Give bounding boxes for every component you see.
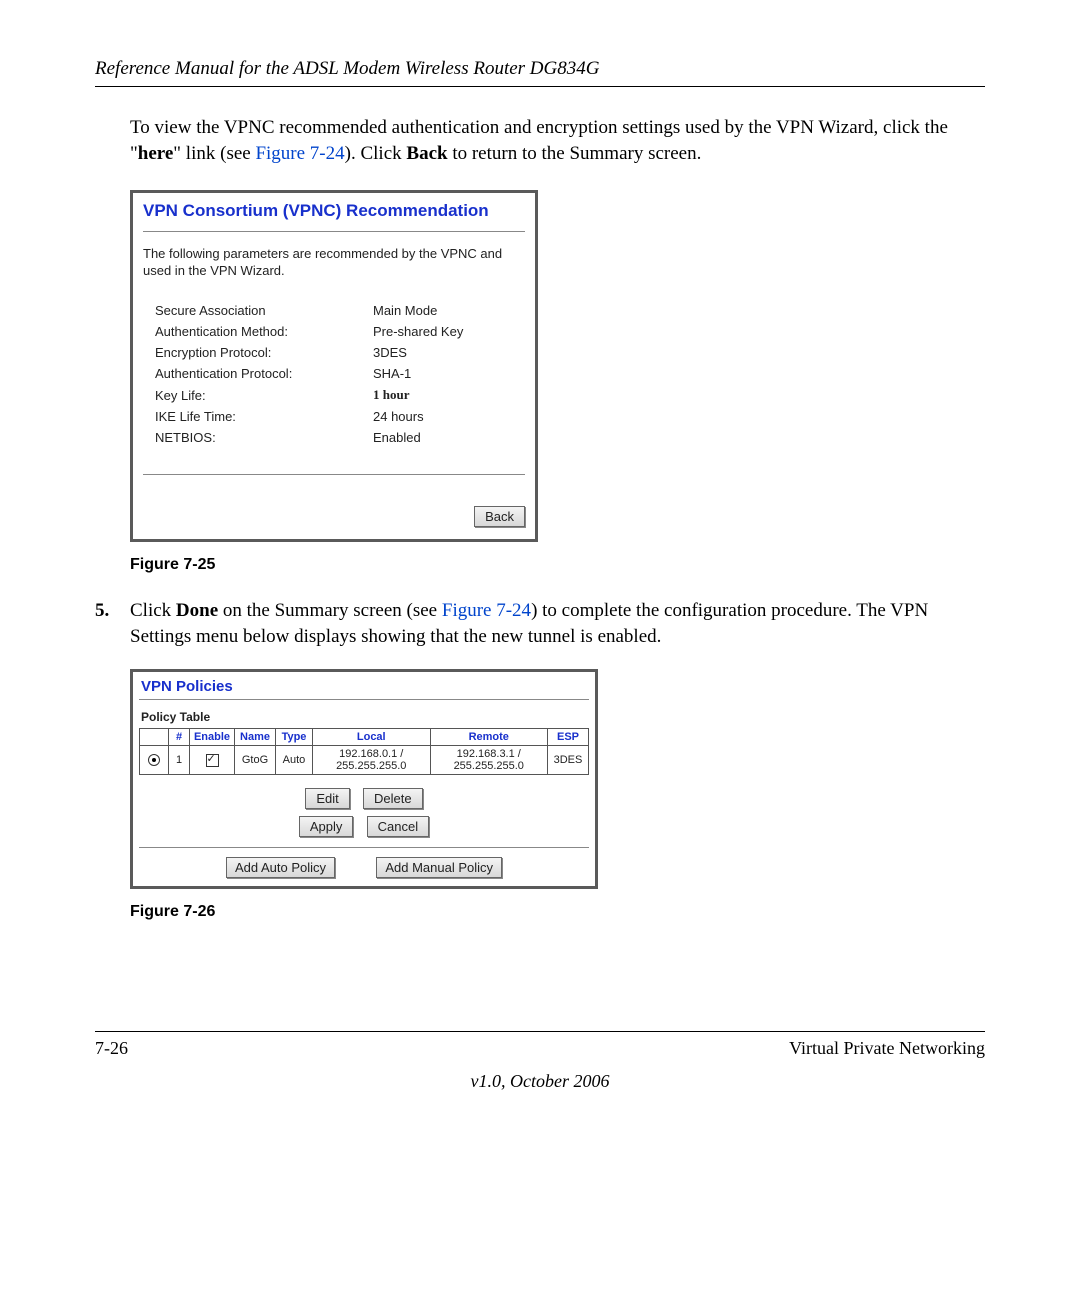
param-row: Secure AssociationMain Mode [151,300,467,321]
vpnc-panel: VPN Consortium (VPNC) Recommendation The… [130,190,538,542]
vpn-policies-title: VPN Policies [141,678,589,695]
col-esp: ESP [548,729,589,746]
col-remote: Remote [430,729,548,746]
policy-row: 1 GtoG Auto 192.168.0.1 /255.255.255.0 1… [140,746,589,775]
vpn-policies-panel: VPN Policies Policy Table # Enable Name … [130,669,598,889]
param-row: NETBIOS:Enabled [151,427,467,448]
footer-rule [95,1031,985,1032]
header-rule [95,86,985,87]
step-number: 5. [95,598,130,649]
col-type: Type [276,729,313,746]
vpnc-sep2 [143,474,525,475]
version-line: v1.0, October 2006 [95,1071,985,1092]
col-local: Local [313,729,431,746]
figure-7-25-caption: Figure 7-25 [130,556,985,574]
param-row: Authentication Protocol:SHA-1 [151,363,467,384]
vpnc-sep [143,231,525,232]
page-number: 7-26 [95,1038,128,1059]
row-enable-checkbox[interactable] [206,754,219,767]
done-bold: Done [176,600,218,621]
section-name: Virtual Private Networking [789,1038,985,1059]
vpnc-intro: The following parameters are recommended… [143,246,525,280]
figure-7-26-caption: Figure 7-26 [130,903,985,921]
policy-table: # Enable Name Type Local Remote ESP 1 Gt… [139,728,589,775]
vpnc-params-table: Secure AssociationMain Mode Authenticati… [151,300,467,448]
figure-link-7-24b[interactable]: Figure 7-24 [442,600,531,621]
figure-link-7-24a[interactable]: Figure 7-24 [255,143,344,164]
param-row: IKE Life Time:24 hours [151,406,467,427]
param-row: Authentication Method:Pre-shared Key [151,321,467,342]
col-select [140,729,169,746]
page-header: Reference Manual for the ADSL Modem Wire… [95,58,985,80]
param-row: Encryption Protocol:3DES [151,342,467,363]
row-radio[interactable] [148,754,160,766]
delete-button[interactable]: Delete [363,788,423,809]
policies-sep [139,699,589,700]
add-auto-policy-button[interactable]: Add Auto Policy [226,857,335,878]
edit-button[interactable]: Edit [305,788,349,809]
col-num: # [169,729,190,746]
back-button[interactable]: Back [474,506,525,527]
step-5: 5. Click Done on the Summary screen (see… [95,598,985,649]
col-enable: Enable [190,729,235,746]
col-name: Name [235,729,276,746]
here-bold: here [138,143,174,164]
param-row: Key Life:1 hour [151,384,467,406]
add-manual-policy-button[interactable]: Add Manual Policy [376,857,502,878]
intro-paragraph: To view the VPNC recommended authenticat… [130,115,985,166]
policy-table-label: Policy Table [141,710,589,724]
cancel-button[interactable]: Cancel [367,816,429,837]
page-footer: 7-26 Virtual Private Networking [95,1038,985,1059]
vpnc-title: VPN Consortium (VPNC) Recommendation [143,201,525,221]
back-bold: Back [406,143,447,164]
apply-button[interactable]: Apply [299,816,354,837]
